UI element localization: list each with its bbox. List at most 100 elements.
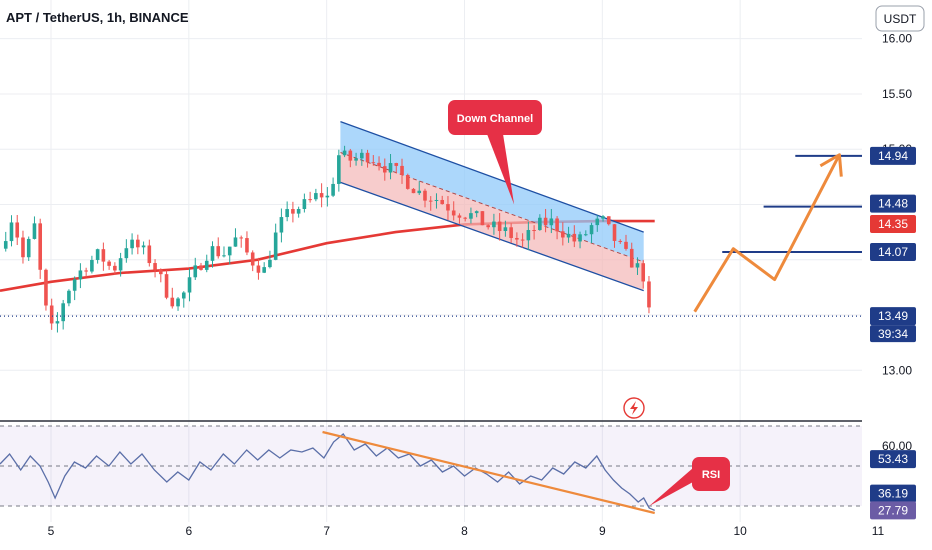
- candle-body[interactable]: [61, 303, 65, 322]
- candle-body[interactable]: [170, 297, 175, 307]
- candle-body[interactable]: [331, 183, 335, 196]
- candle-body[interactable]: [250, 252, 255, 266]
- candle-body[interactable]: [193, 265, 198, 278]
- candle-body[interactable]: [342, 150, 347, 156]
- candle-body[interactable]: [394, 163, 399, 166]
- candle-body[interactable]: [107, 261, 111, 266]
- candle-body[interactable]: [273, 232, 278, 260]
- candle-body[interactable]: [566, 233, 571, 238]
- candle-body[interactable]: [400, 165, 404, 175]
- candle-body[interactable]: [210, 246, 215, 261]
- candle-body[interactable]: [647, 281, 651, 308]
- candlesticks[interactable]: [3, 145, 651, 333]
- candle-body[interactable]: [388, 163, 393, 173]
- candle-body[interactable]: [337, 155, 341, 184]
- candle-body[interactable]: [469, 213, 473, 219]
- candle-body[interactable]: [72, 279, 77, 291]
- candle-body[interactable]: [538, 217, 542, 231]
- candle-body[interactable]: [595, 218, 600, 226]
- candle-body[interactable]: [181, 292, 186, 299]
- candle-body[interactable]: [520, 239, 525, 241]
- candle-body[interactable]: [497, 221, 502, 232]
- candle-body[interactable]: [543, 217, 548, 226]
- candle-body[interactable]: [480, 211, 485, 226]
- candle-body[interactable]: [382, 166, 387, 173]
- candle-body[interactable]: [21, 237, 25, 258]
- candle-body[interactable]: [90, 259, 94, 272]
- candle-body[interactable]: [296, 208, 301, 214]
- candle-body[interactable]: [124, 248, 129, 259]
- candle-body[interactable]: [314, 193, 318, 200]
- candle-body[interactable]: [612, 224, 617, 241]
- candle-body[interactable]: [285, 209, 289, 218]
- candle-body[interactable]: [153, 263, 157, 270]
- candle-body[interactable]: [78, 270, 83, 280]
- candle-body[interactable]: [641, 263, 646, 282]
- candle-body[interactable]: [515, 237, 519, 240]
- candle-body[interactable]: [561, 231, 565, 238]
- candle-body[interactable]: [624, 241, 628, 249]
- candle-body[interactable]: [365, 152, 370, 163]
- candle-body[interactable]: [635, 263, 640, 268]
- candle-body[interactable]: [411, 188, 416, 194]
- candle-body[interactable]: [451, 210, 456, 216]
- candle-body[interactable]: [262, 267, 266, 273]
- candle-body[interactable]: [503, 227, 508, 232]
- candle-body[interactable]: [532, 230, 536, 232]
- candle-body[interactable]: [291, 209, 295, 214]
- candle-body[interactable]: [38, 223, 43, 270]
- candle-body[interactable]: [325, 195, 330, 198]
- candle-body[interactable]: [589, 225, 594, 235]
- candle-body[interactable]: [187, 277, 192, 293]
- candle-body[interactable]: [371, 162, 376, 164]
- candle-body[interactable]: [268, 259, 272, 268]
- candle-body[interactable]: [302, 199, 307, 209]
- candle-body[interactable]: [486, 225, 490, 228]
- candle-body[interactable]: [49, 305, 54, 324]
- candle-body[interactable]: [578, 234, 582, 242]
- candle-body[interactable]: [354, 158, 358, 161]
- lightning-icon[interactable]: [623, 397, 645, 419]
- candle-body[interactable]: [308, 199, 312, 201]
- candle-body[interactable]: [440, 199, 445, 205]
- candle-body[interactable]: [222, 255, 226, 257]
- candle-body[interactable]: [84, 270, 88, 272]
- candle-body[interactable]: [428, 200, 433, 202]
- candle-body[interactable]: [583, 234, 588, 236]
- candle-body[interactable]: [457, 215, 462, 218]
- candle-body[interactable]: [446, 204, 450, 211]
- candle-body[interactable]: [15, 222, 20, 238]
- candle-body[interactable]: [233, 237, 238, 247]
- candle-body[interactable]: [3, 241, 8, 249]
- candle-body[interactable]: [32, 223, 37, 239]
- candle-body[interactable]: [245, 238, 249, 253]
- candle-body[interactable]: [279, 217, 284, 233]
- candle-body[interactable]: [130, 239, 134, 249]
- candle-body[interactable]: [164, 274, 169, 298]
- candle-body[interactable]: [176, 298, 180, 307]
- currency-button[interactable]: USDT: [875, 5, 925, 32]
- candle-body[interactable]: [256, 265, 261, 273]
- candle-body[interactable]: [474, 211, 479, 214]
- candle-body[interactable]: [95, 249, 100, 260]
- candle-body[interactable]: [55, 321, 60, 324]
- candle-body[interactable]: [572, 233, 577, 242]
- candle-body[interactable]: [555, 218, 559, 232]
- candle-body[interactable]: [629, 248, 634, 268]
- candle-body[interactable]: [216, 246, 221, 257]
- candle-body[interactable]: [113, 265, 117, 271]
- candle-body[interactable]: [319, 193, 324, 198]
- candle-body[interactable]: [9, 222, 14, 242]
- candle-body[interactable]: [526, 230, 531, 241]
- candle-body[interactable]: [159, 269, 163, 275]
- candle-body[interactable]: [509, 227, 513, 238]
- candle-body[interactable]: [147, 245, 152, 264]
- candle-body[interactable]: [118, 258, 123, 271]
- candle-body[interactable]: [492, 221, 496, 228]
- candle-body[interactable]: [601, 216, 605, 219]
- candle-body[interactable]: [360, 152, 364, 159]
- candle-body[interactable]: [239, 237, 244, 239]
- candle-body[interactable]: [549, 218, 554, 226]
- candle-body[interactable]: [26, 238, 31, 258]
